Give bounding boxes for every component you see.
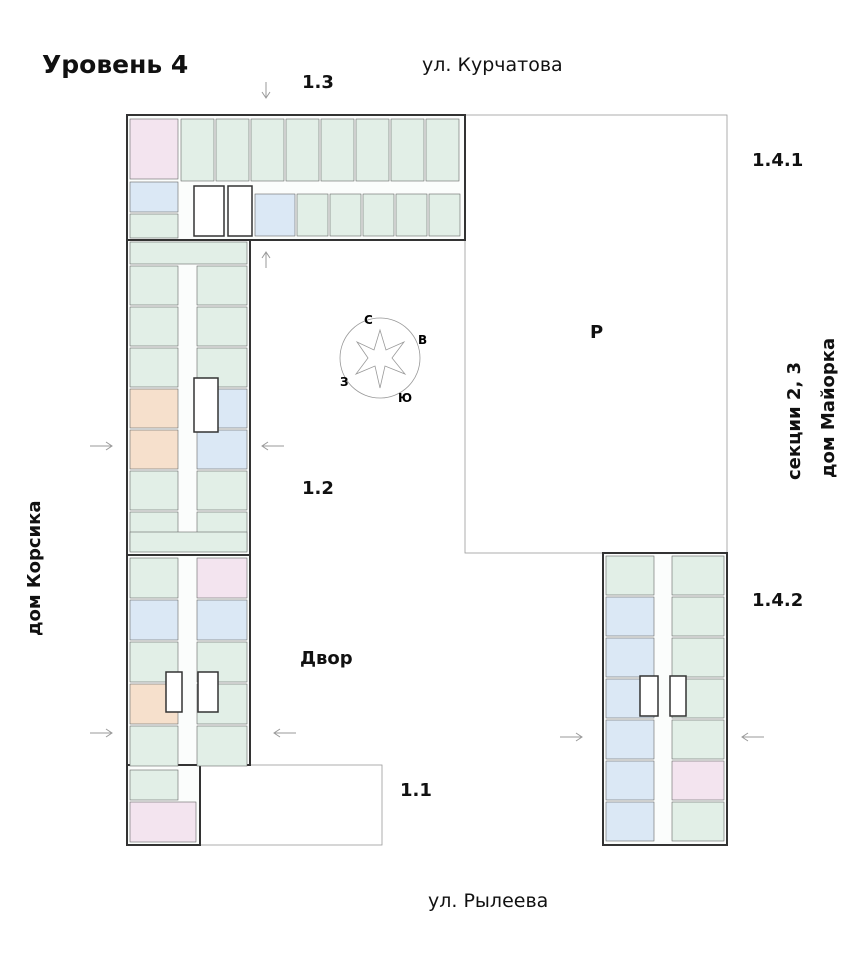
apartment [129,801,197,843]
entrance-arrow-icon [741,732,764,742]
apartment [671,719,725,760]
apartment [129,241,248,265]
apartment [254,193,296,237]
apartment [605,555,655,596]
apartment [129,347,179,388]
apartment [250,118,285,182]
apartment [129,265,179,306]
apartment [180,118,215,182]
entrance-arrow-icon [90,441,113,451]
apartment [329,193,362,237]
section-1-1-annex-outline [199,764,383,846]
apartment [129,306,179,347]
apartment [671,801,725,842]
entrance-arrow-icon [261,82,271,99]
apartment [425,118,460,182]
entrance-arrow-icon [261,441,284,451]
section-1-4-2: 1.4.2 [752,590,804,611]
apartment [671,555,725,596]
apartment [129,725,179,767]
apartment [390,118,425,182]
apartment [355,118,390,182]
elevator-shaft [193,185,225,237]
apartment [129,531,248,553]
street-north: ул. Курчатова [422,54,563,76]
apartment [129,388,179,429]
apartment [196,599,248,641]
apartment [129,769,179,801]
apartment [605,760,655,801]
section-1-1: 1.1 [400,780,432,801]
apartment [395,193,428,237]
apartment [129,470,179,511]
apartment [196,557,248,599]
stairwell [227,185,253,237]
apartment [129,213,179,239]
street-south: ул. Рылеева [428,890,549,912]
neighbor-east-2: дом Майорка [818,337,839,478]
apartment [196,306,248,347]
apartment [196,470,248,511]
entrance-arrow-icon [261,251,271,268]
elevator-shaft [165,671,183,713]
apartment [320,118,355,182]
apartment [196,429,248,470]
parking-outline [464,114,728,554]
apartment [196,265,248,306]
apartment [605,596,655,637]
apartment [428,193,461,237]
apartment [671,760,725,801]
stairwell [639,675,659,717]
neighbor-west: дом Корсика [24,500,45,637]
apartment [362,193,395,237]
page-title: Уровень 4 [42,50,189,79]
apartment [296,193,329,237]
entrance-arrow-icon [273,728,296,738]
parking-label: P [590,322,604,343]
apartment [605,801,655,842]
apartment [671,596,725,637]
apartment [215,118,250,182]
apartment [605,719,655,760]
apartment [129,429,179,470]
apartment [129,557,179,599]
stairwell [193,377,219,433]
apartment [605,637,655,678]
apartment [129,599,179,641]
apartment [196,641,248,683]
entrance-arrow-icon [560,732,583,742]
section-1-4-1: 1.4.1 [752,150,804,171]
stairwell [197,671,219,713]
section-1-3: 1.3 [302,72,334,93]
apartment [196,725,248,767]
elevator-shaft [669,675,687,717]
apartment [129,181,179,213]
section-1-2: 1.2 [302,478,334,499]
entrance-arrow-icon [90,728,113,738]
apartment [129,118,179,180]
neighbor-east-1: секции 2, 3 [784,361,805,480]
apartment [285,118,320,182]
yard-label: Двор [300,648,353,669]
apartment [671,637,725,678]
